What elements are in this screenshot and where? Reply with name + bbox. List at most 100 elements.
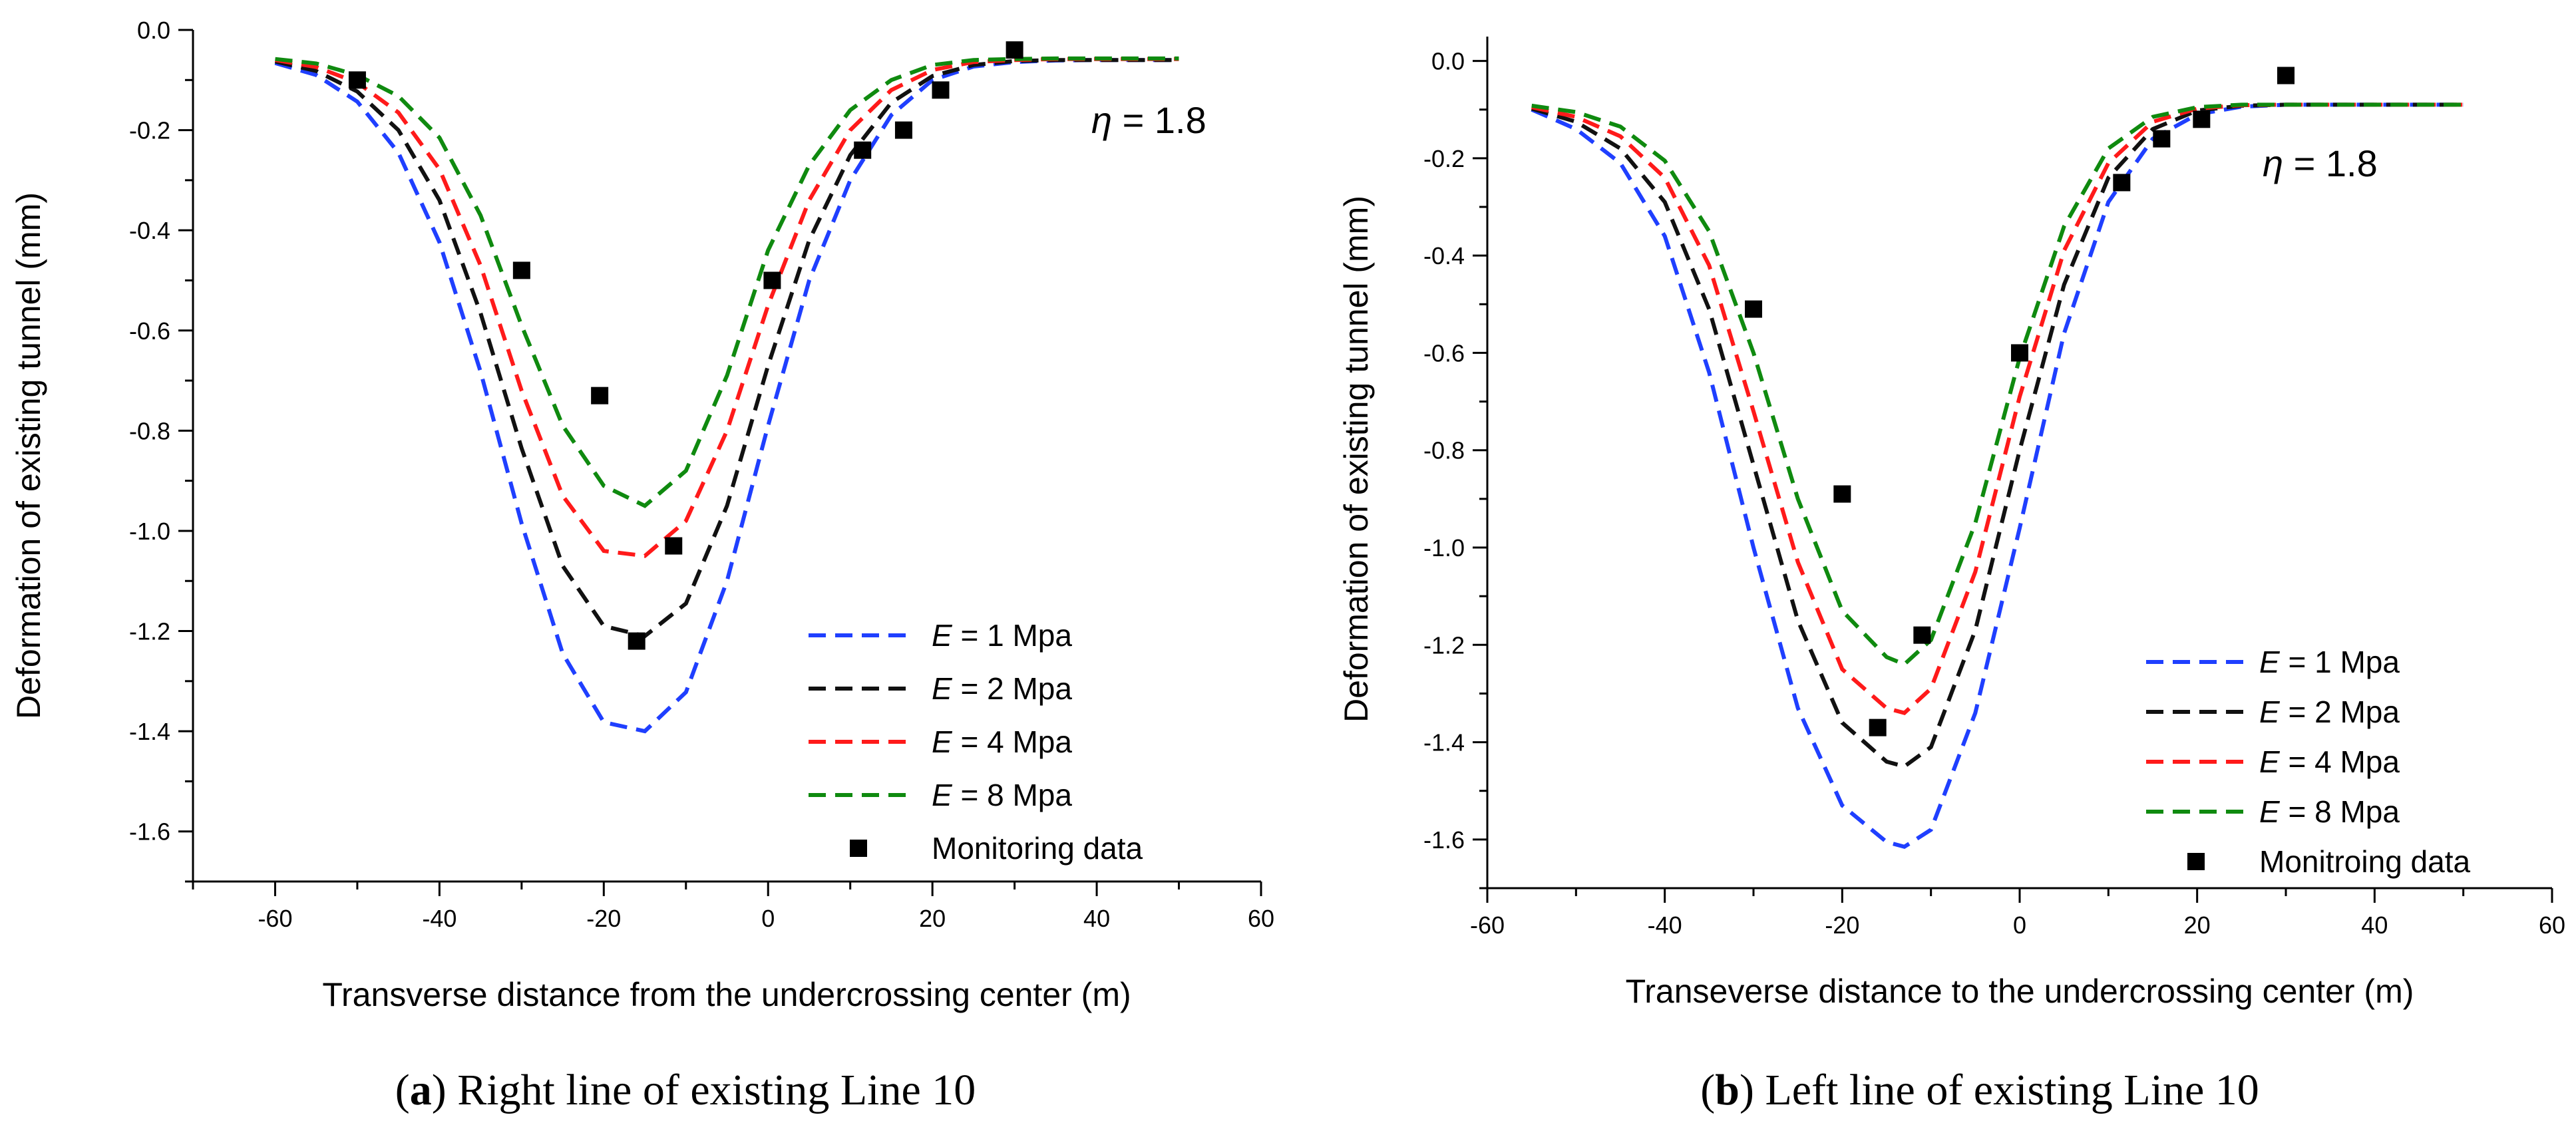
legend-entry: E = 2 Mpa	[2259, 695, 2400, 729]
legend-var: E	[932, 618, 953, 653]
y-tick-label: -1.4	[1423, 729, 1465, 756]
y-tick-label: -1.2	[129, 618, 170, 645]
monitoring-point	[1913, 626, 1931, 644]
monitoring-point	[591, 387, 609, 404]
series-line-e-4-mpa	[274, 57, 1179, 558]
y-axis-title: Deformation of existing tunnel (mm)	[1338, 196, 1375, 723]
monitoring-point	[1745, 300, 1762, 318]
legend-var: E	[2259, 744, 2281, 779]
y-tick-label: -1.0	[1423, 534, 1465, 562]
legend-label: = 4 Mpa	[952, 724, 1073, 759]
legend-label: = 2 Mpa	[952, 671, 1073, 706]
x-tick-label: 20	[2184, 911, 2211, 939]
legend-label: = 1 Mpa	[2280, 645, 2400, 679]
legend-label: = 1 Mpa	[952, 618, 1073, 653]
legend-label: = 2 Mpa	[2280, 695, 2400, 729]
y-tick-label: -1.6	[1423, 826, 1465, 854]
legend-entry: E = 2 Mpa	[932, 671, 1072, 706]
eta-annotation: η = 1.8	[1091, 99, 1206, 141]
x-tick-label: 40	[1083, 905, 1110, 932]
y-tick-label: -0.8	[129, 417, 170, 444]
legend-entry-markers: Monitoring data	[932, 831, 1143, 866]
monitoring-point	[512, 261, 530, 279]
legend-var: E	[2259, 794, 2281, 829]
panel-caption: (b) Left line of existing Line 10	[1700, 1066, 2259, 1114]
legend-marker-swatch	[850, 840, 867, 857]
series-line-e-2-mpa	[274, 58, 1179, 639]
legend-label: = 4 Mpa	[2280, 744, 2400, 779]
chart-panel-b: -60 -40 -20 0 20 40 60 0.0 -0.2 -0.4 -0.6 -0.8 -1.0 -…	[1338, 37, 2565, 1114]
monitoring-point	[932, 81, 950, 99]
series-line-e-2-mpa	[1531, 102, 2464, 769]
x-tick-label: -20	[1825, 911, 1859, 939]
monitoring-point	[2113, 174, 2131, 192]
x-axis-title: Transverse distance from the undercrossi…	[322, 976, 1131, 1013]
y-tick-label: -0.2	[129, 117, 170, 144]
monitoring-point	[854, 141, 872, 159]
monitoring-point	[894, 121, 912, 139]
x-tick-label: 40	[2361, 911, 2388, 939]
legend-entry-markers: Monitroing data	[2259, 844, 2470, 879]
monitoring-point	[763, 271, 781, 289]
legend-label: = 8 Mpa	[2280, 794, 2400, 829]
chart-panel-a: -60 -40 -20 0 20 40 60 0.0 -0.2 -0.4 -0.6 -0.8 -1.0 -…	[10, 17, 1274, 1114]
y-tick-label: 0.0	[1431, 48, 1465, 75]
legend-var: E	[932, 724, 953, 759]
monitoring-point	[628, 632, 645, 650]
legend-entry: E = 8 Mpa	[932, 778, 1072, 812]
legend-entry: E = 1 Mpa	[2259, 645, 2400, 679]
caption-text: Right line of existing Line 10	[447, 1066, 976, 1114]
x-tick-label: 20	[919, 905, 946, 932]
monitoring-point	[1006, 41, 1023, 59]
legend-var: E	[2259, 695, 2281, 729]
eta-symbol: η	[2263, 142, 2283, 184]
y-tick-label: 0.0	[137, 17, 170, 44]
y-tick-label: -0.4	[1423, 242, 1465, 269]
legend-entry: E = 4 Mpa	[932, 724, 1072, 759]
x-tick-label: 60	[1248, 905, 1274, 932]
y-tick-label: -0.6	[1423, 339, 1465, 367]
eta-symbol: η	[1091, 99, 1112, 141]
monitoring-point	[348, 71, 366, 89]
x-tick-label: -20	[586, 905, 621, 932]
monitoring-point	[2153, 130, 2171, 148]
x-tick-label: -40	[1648, 911, 1682, 939]
legend-var: E	[2259, 645, 2281, 679]
y-tick-label: -1.6	[129, 818, 170, 846]
y-tick-label: -0.2	[1423, 145, 1465, 172]
legend-label: = 8 Mpa	[952, 778, 1073, 812]
legend-entry: E = 1 Mpa	[932, 618, 1072, 653]
series-line-e-1-mpa	[1531, 102, 2464, 850]
monitoring-point	[1833, 485, 1851, 503]
legend-var: E	[932, 778, 953, 812]
legend-entry: E = 4 Mpa	[2259, 744, 2400, 779]
series-line-e-8-mpa	[1531, 102, 2464, 667]
monitoring-point	[1869, 719, 1887, 736]
legend-entry: E = 8 Mpa	[2259, 794, 2400, 829]
x-tick-label: 60	[2539, 911, 2565, 939]
y-tick-label: -0.6	[129, 317, 170, 345]
caption-text: Left line of existing Line 10	[1754, 1066, 2259, 1114]
y-tick-label: -1.0	[129, 518, 170, 545]
x-tick-label: 0	[761, 905, 775, 932]
x-tick-label: -60	[258, 905, 292, 932]
x-tick-label: -40	[422, 905, 457, 932]
y-axis-title: Deformation of existing tunnel (mm)	[10, 192, 47, 719]
y-tick-label: -1.4	[129, 718, 170, 745]
monitoring-point	[2011, 344, 2028, 362]
x-axis-title: Transeverse distance to the undercrossin…	[1626, 973, 2414, 1010]
monitoring-point	[2193, 110, 2211, 128]
monitoring-point	[2277, 67, 2295, 84]
eta-annotation: η = 1.8	[2263, 142, 2378, 184]
caption-letter: a	[410, 1066, 432, 1114]
series-line-e-4-mpa	[1531, 102, 2464, 716]
legend-marker-swatch	[2187, 853, 2205, 870]
x-tick-label: -60	[1470, 911, 1505, 939]
panel-caption: (a) Right line of existing Line 10	[395, 1066, 976, 1114]
eta-value: = 1.8	[2283, 142, 2378, 184]
eta-value: = 1.8	[1112, 99, 1206, 141]
legend-var: E	[932, 671, 953, 706]
